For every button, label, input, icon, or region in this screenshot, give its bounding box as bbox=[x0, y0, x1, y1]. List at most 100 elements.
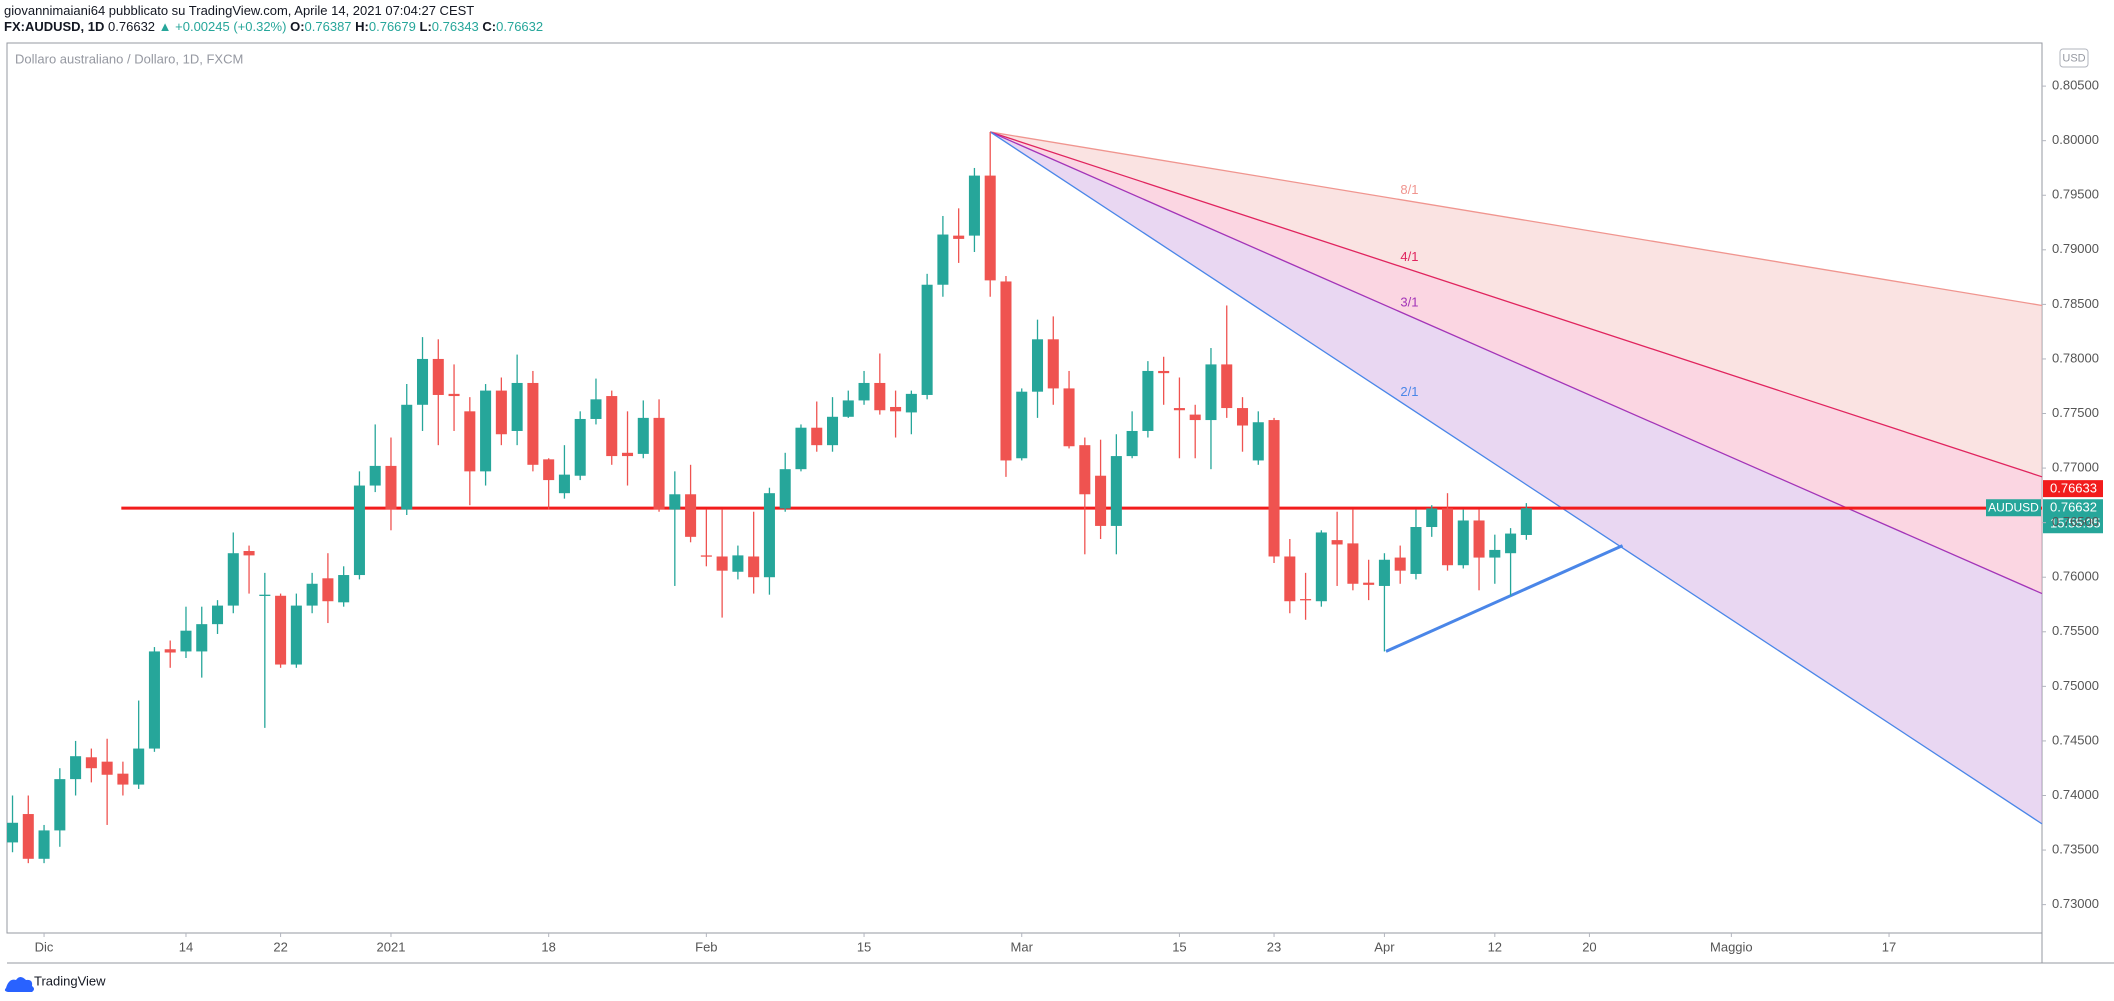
x-tick-label: 18 bbox=[541, 939, 555, 954]
candles bbox=[7, 131, 1532, 864]
y-tick-label: 0.79500 bbox=[2052, 187, 2099, 202]
symbol-label: AUDUSD bbox=[1988, 500, 2039, 514]
candle-body bbox=[527, 382, 539, 465]
candle-body bbox=[1158, 370, 1170, 374]
x-tick-label: 15 bbox=[857, 939, 871, 954]
candle-body bbox=[480, 390, 492, 472]
footer-brand[interactable]: TradingView bbox=[34, 973, 106, 988]
candle-body bbox=[811, 427, 823, 446]
y-tick-label: 0.73000 bbox=[2052, 896, 2099, 911]
candle-body bbox=[275, 595, 287, 665]
candle-body bbox=[1142, 370, 1154, 431]
candle-body bbox=[1315, 532, 1327, 602]
candle-body bbox=[22, 814, 34, 859]
candle-body bbox=[1331, 540, 1343, 545]
x-tick-label: 12 bbox=[1488, 939, 1502, 954]
footer-logo[interactable]: TradingView bbox=[4, 973, 106, 992]
candle-body bbox=[858, 382, 870, 401]
y-tick-label: 0.80000 bbox=[2052, 132, 2099, 147]
candle-body bbox=[7, 822, 19, 843]
countdown-label: 15:55:35 bbox=[2050, 516, 2101, 531]
y-tick-label: 0.79000 bbox=[2052, 241, 2099, 256]
candle-body bbox=[416, 358, 429, 405]
author-line: giovannimaiani64 pubblicato su TradingVi… bbox=[4, 3, 475, 18]
fan-label: 8/1 bbox=[1400, 182, 1418, 197]
change: ▲ +0.00245 (+0.32%) bbox=[158, 19, 287, 34]
candle-body bbox=[590, 399, 602, 419]
hline-price-box bbox=[2043, 480, 2103, 498]
candle-body bbox=[606, 396, 618, 457]
candle-body bbox=[448, 393, 460, 397]
ohlc-value: 0.76632 bbox=[496, 19, 544, 34]
candle-body bbox=[259, 594, 271, 596]
candle-body bbox=[905, 393, 917, 413]
x-tick-label: 2021 bbox=[377, 939, 406, 954]
fan-line bbox=[989, 131, 2043, 478]
candle-body bbox=[1173, 408, 1185, 411]
candle-body bbox=[937, 234, 949, 285]
candle-body bbox=[700, 555, 712, 557]
y-tick-label: 0.74500 bbox=[2052, 732, 2099, 747]
last-price-box bbox=[2043, 499, 2103, 534]
ohlc-key: L: bbox=[419, 19, 432, 34]
x-tick-label: Feb bbox=[695, 939, 717, 954]
candle-body bbox=[779, 469, 791, 509]
candle-body bbox=[70, 756, 82, 780]
candle-body bbox=[401, 404, 413, 510]
ohlc-key: H: bbox=[355, 19, 369, 34]
ohlc-value: 0.76343 bbox=[431, 19, 479, 34]
fan-line bbox=[989, 131, 2043, 825]
x-tick-label: 14 bbox=[179, 939, 193, 954]
currency-label[interactable]: USD bbox=[2062, 52, 2085, 64]
candle-body bbox=[1410, 527, 1422, 574]
candle-body bbox=[1268, 420, 1280, 557]
ohlc-key: O: bbox=[290, 19, 305, 34]
y-tick-label: 0.80500 bbox=[2052, 78, 2099, 93]
trendline bbox=[1385, 544, 1624, 653]
candle-body bbox=[1363, 582, 1375, 585]
candle-body bbox=[495, 390, 507, 435]
candle-body bbox=[763, 493, 775, 578]
y-tick-label: 0.74000 bbox=[2052, 787, 2099, 802]
fan-label: 3/1 bbox=[1400, 294, 1418, 309]
candle-body bbox=[180, 630, 192, 652]
candle-body bbox=[685, 494, 697, 537]
candle-body bbox=[953, 235, 965, 239]
candle-body bbox=[890, 406, 902, 412]
candle-body bbox=[1047, 339, 1059, 389]
symbol-line: FX:AUDUSD, 1D 0.76632 ▲ +0.00245 (+0.32%… bbox=[4, 19, 543, 35]
header: giovannimaiani64 pubblicato su TradingVi… bbox=[4, 3, 543, 35]
y-tick-label: 0.76500 bbox=[2052, 514, 2099, 529]
x-tick-label: 17 bbox=[1882, 939, 1896, 954]
hline-price-label: 0.76633 bbox=[2050, 481, 2097, 496]
candle-body bbox=[385, 465, 397, 510]
y-tick-label: 0.75500 bbox=[2052, 623, 2099, 638]
x-tick-label: Maggio bbox=[1710, 939, 1753, 954]
last-price: 0.76632 bbox=[108, 19, 156, 34]
candle-body bbox=[574, 418, 586, 476]
logo-icon[interactable] bbox=[4, 977, 34, 992]
candle-body bbox=[1063, 388, 1075, 447]
x-tick-label: Mar bbox=[1011, 939, 1034, 954]
ohlc-value: 0.76387 bbox=[304, 19, 352, 34]
y-tick-label: 0.78000 bbox=[2052, 350, 2099, 365]
candle-body bbox=[369, 465, 381, 486]
candle-body bbox=[1221, 364, 1233, 409]
x-tick-label: 23 bbox=[1267, 939, 1281, 954]
candle-body bbox=[1284, 556, 1296, 602]
candle-body bbox=[1110, 456, 1122, 526]
candle-body bbox=[432, 358, 444, 395]
currency-badge[interactable] bbox=[2059, 48, 2089, 68]
y-tick-label: 0.75000 bbox=[2052, 678, 2099, 693]
candle-body bbox=[968, 175, 980, 236]
candle-body bbox=[353, 485, 365, 576]
candle-body bbox=[1079, 445, 1091, 495]
candle-body bbox=[101, 761, 113, 775]
candle-body bbox=[842, 400, 854, 417]
candle-body bbox=[1489, 549, 1501, 558]
candle-body bbox=[1300, 599, 1312, 601]
candle-body bbox=[211, 605, 224, 625]
